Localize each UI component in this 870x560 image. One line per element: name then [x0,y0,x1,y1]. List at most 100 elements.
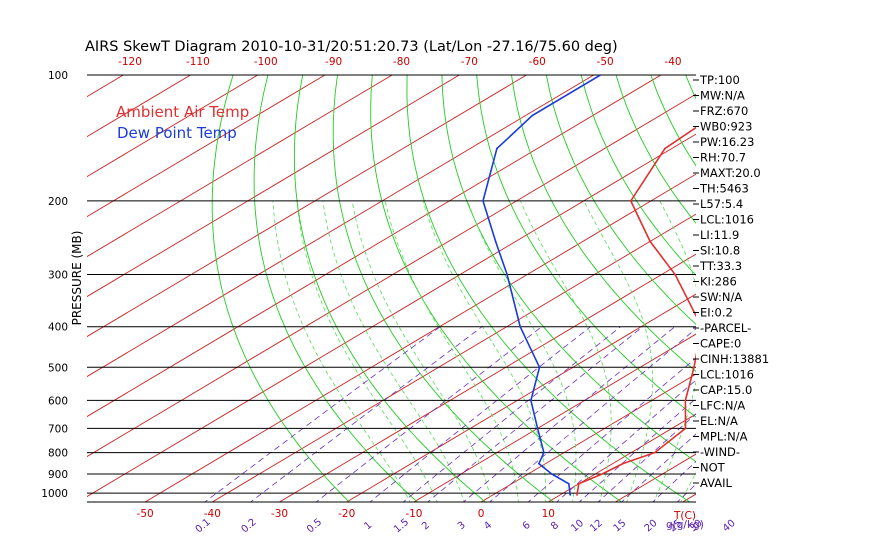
mixing-ratio-line [427,326,643,502]
isotherm-line [412,333,696,502]
dew-point-temp-point [543,451,545,454]
temperature-tick-label-bottom: -50 [137,508,154,520]
ambient-air-temp-point [653,451,656,454]
stats-item: PW:16.23 [700,135,754,149]
isotherm-line [547,413,696,502]
moist-adiabat-line [467,200,577,502]
dry-adiabat-line [545,75,696,325]
mixing-ratio-line [527,357,696,502]
moist-adiabat-line [384,200,519,502]
stats-item: LFC:N/A [700,399,745,413]
pressure-tick-label: 200 [48,196,68,208]
dry-adiabat-line [476,75,696,418]
dew-point-temp-point [519,325,522,328]
pressure-tick-label: 700 [48,423,68,435]
ambient-air-temp-point [577,482,580,485]
stats-item: TP:100 [699,73,740,87]
dew-point-temp-point [530,399,532,402]
stats-item: TH:5463 [699,182,749,196]
temperature-tick-label-top: -80 [393,56,410,68]
pressure-tick-label: 100 [48,70,68,82]
moist-adiabat-line [272,200,411,502]
isotherm-line [278,253,696,502]
stats-item: -WIND- [700,445,740,459]
stats-item: NOT [700,461,726,475]
stats-item: AVAIL [700,476,733,490]
isotherm-line [87,133,696,498]
dry-adiabat-line [580,75,696,276]
isotherm-line [87,75,393,258]
stats-item: LI:11.9 [700,228,739,242]
dew-point-temp-point [550,473,553,475]
mixing-ratio-tick-label: 2 [420,520,432,533]
isotherm-line [87,75,326,218]
stats-item: -PARCEL- [700,321,751,335]
y-axis-label: PRESSURE (MB) [70,231,84,326]
chart-title: AIRS SkewT Diagram 2010-10-31/20:51:20.7… [85,39,618,55]
legend-dew-point-temp: Dew Point Temp [117,124,237,142]
stats-item: EI:0.2 [700,306,733,320]
stats-item: TT:33.3 [699,259,742,273]
stats-item: FRZ:670 [700,104,748,118]
temperature-tick-label-top: -90 [325,56,342,68]
ambient-air-temp-point [674,273,676,276]
pressure-tick-label: 800 [48,448,68,460]
mixing-ratio-line [489,328,696,502]
moist-adiabat-line [351,200,492,502]
dew-point-temp-point [496,147,498,150]
temperature-tick-label-top: -40 [664,56,681,68]
isotherm-line [480,373,696,502]
isotherm-line [87,75,662,418]
stats-item: WB0:923 [700,120,752,134]
dew-point-temp-point [538,366,541,369]
stats-item: MPL:N/A [700,430,748,444]
stats-item: LCL:1016 [700,213,754,227]
mixing-ratio-line [315,326,542,502]
temperature-tick-label-top: -120 [118,56,142,68]
moist-adiabat-line [583,200,653,502]
temperature-tick-label-top: -100 [254,56,278,68]
legend-ambient-air-temp: Ambient Air Temp [116,103,249,121]
stats-item: MW:N/A [700,89,745,103]
moist-adiabat-line [520,200,612,502]
ambient-air-temp-point [601,473,603,475]
isotherm-line [345,293,696,502]
mixing-ratio-tick-label: 3 [456,520,468,533]
stats-item: RH:70.7 [700,151,746,165]
dew-point-temp-point [482,200,484,202]
stats-item: CAP:15.0 [700,383,752,397]
ambient-air-temp-point [693,366,695,369]
stats-item: L57:5.4 [700,197,743,211]
ambient-air-temp-point [664,147,666,150]
mixing-ratio-tick-label: 1 [362,520,374,533]
ambient-air-temp-point [649,240,651,243]
isotherm-line [87,75,460,298]
dew-point-temp-point [531,114,534,117]
dew-point-temp-point [538,462,540,465]
stats-item: KI:286 [700,275,737,289]
mixing-ratio-line [597,413,696,502]
stats-item: LCL:1016 [700,368,754,382]
mixing-ratio-unit-label: g(g/kg) [666,519,704,531]
dew-point-temp-point [567,482,570,485]
mixing-ratio-line [249,326,483,502]
mixing-ratio-line [402,326,621,502]
mixing-ratio-line [369,326,591,502]
dry-adiabat-line [511,75,696,372]
temperature-tick-label-bottom: -40 [204,508,221,520]
ambient-air-temp-point [576,494,578,496]
isotherm-line [144,173,696,502]
ambient-air-temp-point [684,427,687,430]
temperature-tick-label-bottom: 10 [542,508,555,520]
temperature-tick-label-top: -110 [186,56,210,68]
isotherm-line [87,75,594,378]
mixing-ratio-tick-label: 4 [482,520,494,533]
mixing-ratio-line [578,397,696,502]
pressure-tick-label: 500 [48,362,68,374]
dew-point-temp-point [599,75,602,76]
ambient-air-temp-point [622,462,624,465]
mixing-ratio-line [204,326,441,502]
